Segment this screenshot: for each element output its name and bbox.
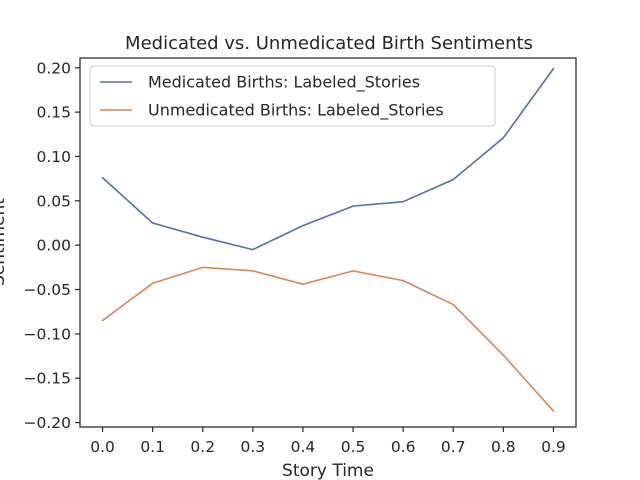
x-tick-label: 0.1 bbox=[140, 438, 165, 456]
x-tick-label: 0.7 bbox=[441, 438, 466, 456]
x-tick-label: 0.0 bbox=[90, 438, 115, 456]
x-axis-label: Story Time bbox=[282, 461, 374, 480]
series-line-2 bbox=[101, 266, 555, 412]
legend-box bbox=[89, 65, 496, 127]
plot-frame bbox=[79, 57, 577, 428]
series-line-1 bbox=[101, 67, 555, 251]
y-tick-label: −0.05 bbox=[24, 281, 72, 299]
y-tick-label: 0.10 bbox=[36, 148, 71, 166]
y-tick-label: −0.15 bbox=[24, 370, 72, 388]
x-tick-label: 0.9 bbox=[541, 438, 566, 456]
x-tick-label: 0.2 bbox=[190, 438, 215, 456]
x-tick-label: 0.4 bbox=[291, 438, 316, 456]
x-tick-label: 0.8 bbox=[491, 438, 516, 456]
x-tick-label: 0.5 bbox=[341, 438, 366, 456]
x-tick-label: 0.6 bbox=[391, 438, 416, 456]
legend-label-1: Medicated Births: Labeled_Stories bbox=[148, 73, 420, 93]
legend: Medicated Births: Labeled_Stories Unmedic… bbox=[89, 65, 496, 127]
y-tick-label: 0.15 bbox=[36, 104, 71, 122]
y-axis-ticks: 0.20 0.15 0.10 0.05 0.00 −0.05 −0.10 −0.15 −0.20 bbox=[24, 59, 80, 432]
x-tick-label: 0.3 bbox=[241, 438, 266, 456]
y-tick-label: 0.05 bbox=[36, 192, 71, 210]
chart-title: Medicated vs. Unmedicated Birth Sentimen… bbox=[125, 33, 533, 54]
y-tick-label: 0.20 bbox=[36, 59, 71, 77]
y-tick-label: −0.20 bbox=[24, 414, 72, 432]
y-tick-label: 0.00 bbox=[36, 237, 71, 255]
y-tick-label: −0.10 bbox=[24, 325, 72, 343]
x-axis-ticks: 0.0 0.1 0.2 0.3 0.4 0.5 0.6 0.7 0.8 0.9 bbox=[90, 427, 566, 456]
series-layer bbox=[101, 67, 555, 412]
y-axis-label: Sentiment bbox=[0, 198, 9, 286]
legend-label-2: Unmedicated Births: Labeled_Stories bbox=[148, 101, 444, 121]
